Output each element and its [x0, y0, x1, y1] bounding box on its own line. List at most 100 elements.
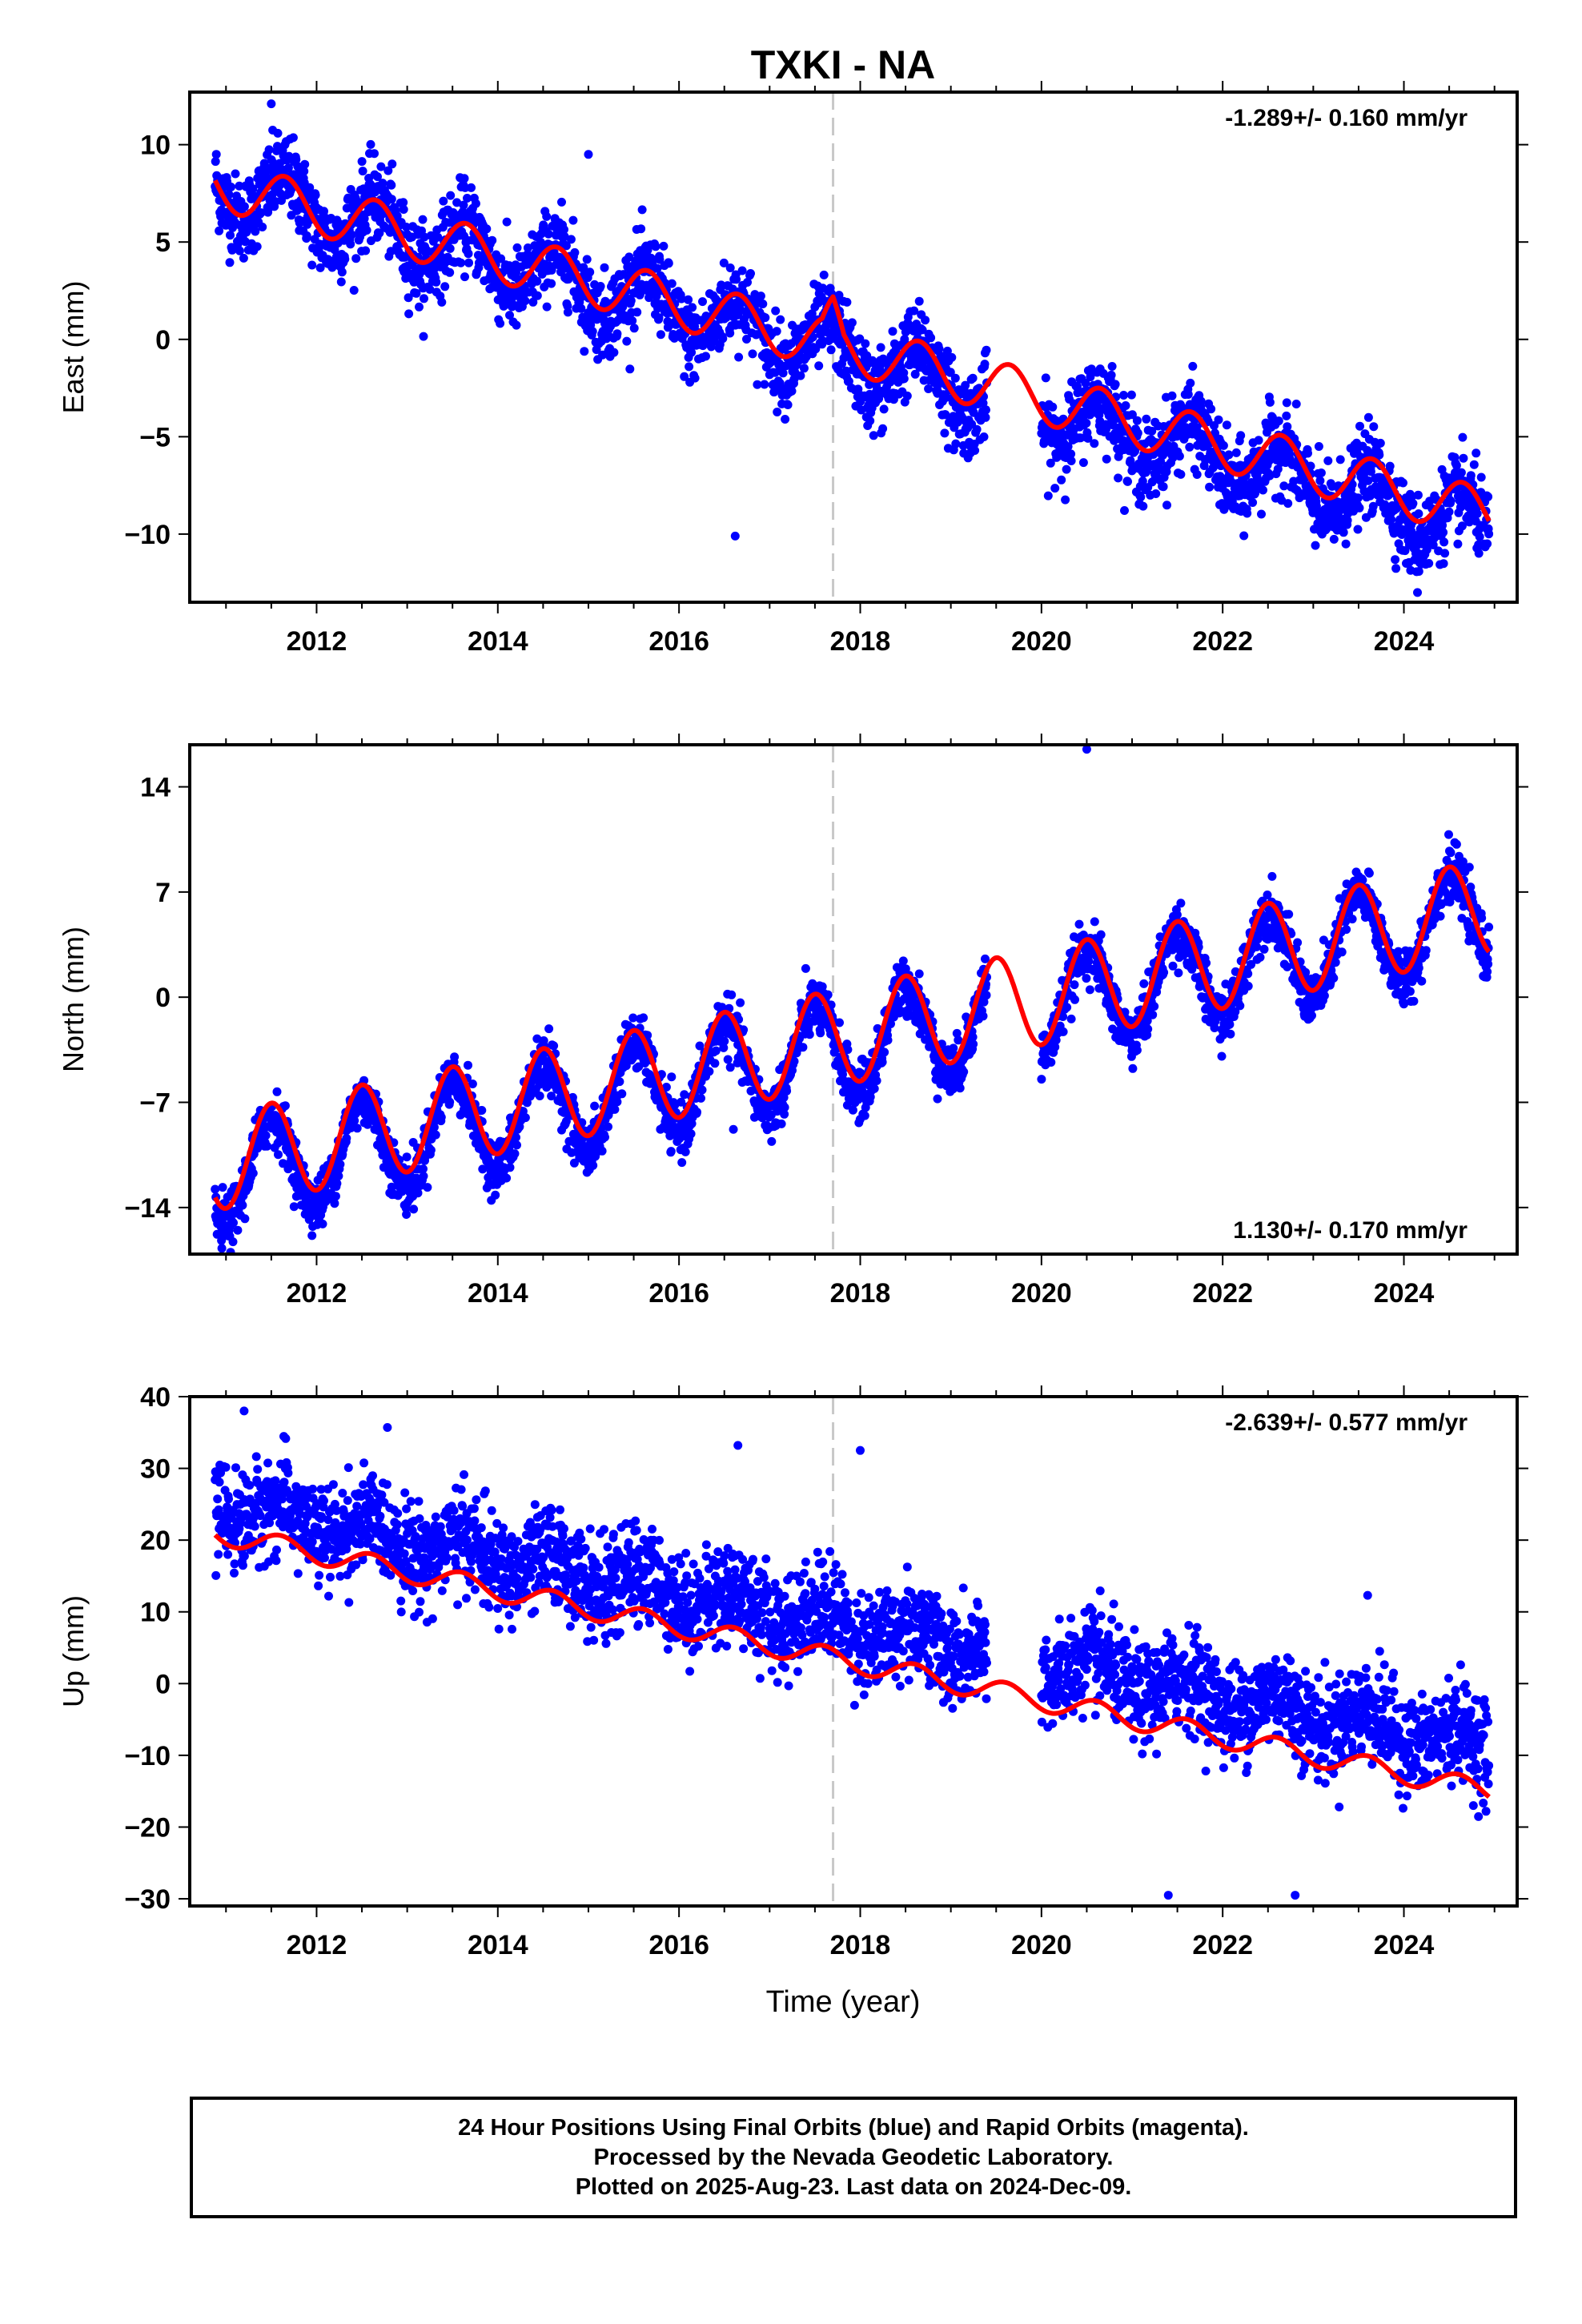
data-point — [251, 227, 260, 236]
data-point — [240, 1214, 250, 1224]
data-point — [600, 263, 609, 272]
data-point — [280, 1101, 290, 1111]
data-point — [725, 263, 735, 272]
data-point — [450, 1052, 460, 1062]
data-point — [1192, 470, 1202, 479]
data-point — [924, 384, 934, 393]
data-point — [488, 235, 497, 245]
data-point — [1314, 442, 1323, 451]
data-point — [942, 346, 952, 356]
data-point — [690, 373, 700, 383]
data-point — [557, 197, 566, 207]
data-point — [523, 243, 532, 252]
data-point — [1057, 475, 1066, 485]
data-point-outlier — [1413, 588, 1423, 597]
data-point — [419, 1172, 428, 1181]
data-point — [914, 296, 924, 306]
data-point — [547, 279, 556, 288]
data-point — [291, 155, 301, 164]
data-point — [1106, 370, 1116, 380]
data-point — [719, 258, 729, 267]
data-point — [1061, 495, 1070, 505]
data-point — [1316, 468, 1326, 477]
data-point — [926, 333, 936, 343]
data-point — [580, 347, 589, 356]
data-point — [687, 348, 697, 357]
data-point — [318, 1219, 327, 1228]
data-point — [1446, 497, 1456, 506]
data-point — [431, 1130, 440, 1140]
data-point — [346, 239, 355, 249]
data-point — [753, 380, 762, 389]
data-point — [1254, 436, 1263, 445]
data-point — [1114, 473, 1123, 483]
plot-area — [211, 92, 1494, 602]
data-point — [520, 1113, 530, 1123]
data-point — [283, 163, 293, 172]
data-point — [767, 1136, 777, 1146]
data-point — [532, 291, 542, 300]
data-point — [1424, 559, 1434, 568]
data-point — [1158, 482, 1168, 492]
panel-2: 2012 2014 2016 2018 2020 2022 20241470−7−14Nor… — [57, 734, 1528, 1309]
data-point — [980, 360, 990, 369]
data-point — [796, 371, 805, 380]
data-point — [307, 1231, 317, 1240]
data-point — [878, 424, 888, 433]
data-point — [1110, 380, 1120, 389]
data-point — [1469, 460, 1479, 469]
data-point — [737, 266, 747, 275]
data-point — [693, 1108, 701, 1117]
data-point — [1453, 539, 1463, 549]
data-point — [771, 306, 781, 316]
velocity-rate-label: -1.289+/- 0.160 mm/yr — [1225, 105, 1468, 131]
data-point — [710, 1059, 720, 1068]
data-point — [373, 172, 382, 182]
data-point — [300, 159, 310, 169]
data-point — [463, 194, 472, 203]
data-point — [1062, 464, 1071, 474]
data-point — [378, 179, 387, 188]
data-point — [1231, 448, 1241, 457]
data-point — [252, 242, 262, 251]
data-point — [817, 336, 827, 345]
data-point — [798, 1043, 808, 1052]
data-point — [456, 258, 466, 267]
data-point — [1138, 501, 1148, 511]
data-point — [358, 167, 367, 176]
data-point — [659, 241, 669, 251]
data-point — [274, 1150, 283, 1160]
data-point — [226, 231, 235, 240]
data-point — [1082, 418, 1091, 428]
data-point — [352, 1124, 362, 1133]
data-point — [239, 253, 248, 263]
data-point — [361, 246, 371, 255]
data-point — [302, 231, 311, 240]
data-point — [233, 1225, 243, 1235]
data-point — [758, 300, 768, 308]
data-point — [1291, 400, 1301, 408]
data-point — [756, 292, 765, 301]
data-point — [880, 1047, 889, 1057]
data-point — [612, 329, 622, 339]
data-point — [259, 159, 269, 168]
data-point — [655, 255, 665, 264]
data-point — [307, 260, 317, 270]
data-point — [436, 252, 446, 262]
data-point — [1484, 529, 1494, 539]
data-point — [1375, 450, 1384, 460]
data-point — [982, 345, 991, 355]
data-point — [386, 247, 396, 256]
data-point — [471, 199, 480, 208]
data-point — [1219, 440, 1228, 450]
data-point — [512, 243, 522, 252]
x-tick-label: 2014 — [468, 626, 528, 657]
data-point — [477, 1106, 487, 1115]
data-point — [1224, 450, 1234, 460]
data-point — [402, 223, 412, 231]
data-point — [879, 404, 889, 414]
y-tick-label: 5 — [155, 227, 171, 258]
data-point — [460, 272, 469, 282]
data-point — [588, 327, 597, 336]
data-point — [917, 325, 927, 335]
